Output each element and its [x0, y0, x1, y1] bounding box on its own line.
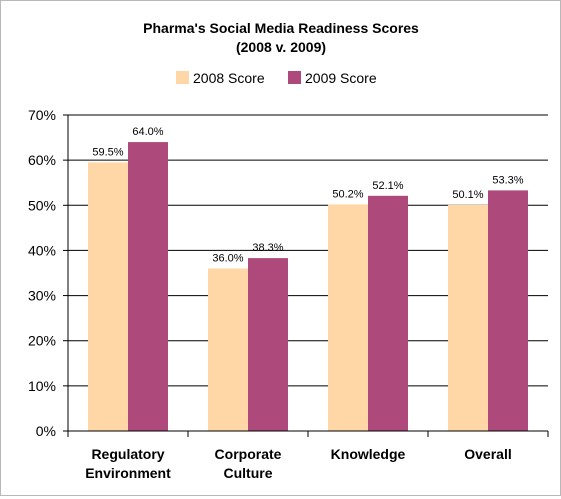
y-tick-label: 0%: [36, 423, 56, 439]
y-tick-labels: 0% 10% 20% 30% 40% 50% 60% 70%: [28, 107, 56, 439]
data-label: 50.2%: [332, 188, 363, 200]
legend-label-2: 2009 Score: [305, 70, 377, 86]
y-tick-label: 60%: [28, 152, 56, 168]
bar-2-1: [128, 142, 168, 432]
y-tick-label: 20%: [28, 333, 56, 349]
chart-title-line-1: Pharma's Social Media Readiness Scores: [143, 20, 419, 36]
category-label: Overall: [464, 446, 511, 462]
data-label: 59.5%: [92, 146, 123, 158]
category-label: Corporate: [215, 446, 282, 462]
bar-1-1: [88, 162, 128, 431]
bar-1-2: [208, 268, 248, 431]
legend-label-1: 2008 Score: [193, 70, 265, 86]
data-labels: 59.5% 64.0% 36.0% 38.3% 50.2% 52.1% 50.1% 53.3%: [92, 126, 523, 264]
data-label: 64.0%: [132, 126, 163, 138]
axes: [67, 115, 549, 437]
bar-1-3: [328, 204, 368, 431]
data-label: 36.0%: [212, 252, 243, 264]
y-tick-label: 50%: [28, 197, 56, 213]
data-label: 52.1%: [372, 180, 403, 192]
bar-2-4: [488, 190, 528, 431]
y-tick-label: 70%: [28, 107, 56, 123]
legend: 2008 Score 2009 Score: [176, 70, 377, 86]
data-label: 53.3%: [492, 174, 523, 186]
y-tick-label: 30%: [28, 288, 56, 304]
data-label: 38.3%: [252, 242, 283, 254]
y-tick-label: 40%: [28, 242, 56, 258]
category-label: Knowledge: [331, 446, 406, 462]
category-labels: Regulatory Environment Corporate Culture Kno…: [85, 446, 512, 481]
category-label: Regulatory: [91, 446, 164, 462]
category-label: Environment: [85, 465, 171, 481]
bars: [88, 142, 528, 432]
data-label: 50.1%: [452, 189, 483, 201]
bar-2-3: [368, 195, 408, 431]
legend-swatch-1: [176, 71, 189, 84]
chart-title-line-2: (2008 v. 2009): [236, 39, 326, 55]
y-tick-label: 10%: [28, 378, 56, 394]
bar-2-2: [248, 258, 288, 431]
category-label: Culture: [224, 465, 273, 481]
bar-1-4: [448, 204, 488, 431]
legend-swatch-2: [288, 71, 301, 84]
